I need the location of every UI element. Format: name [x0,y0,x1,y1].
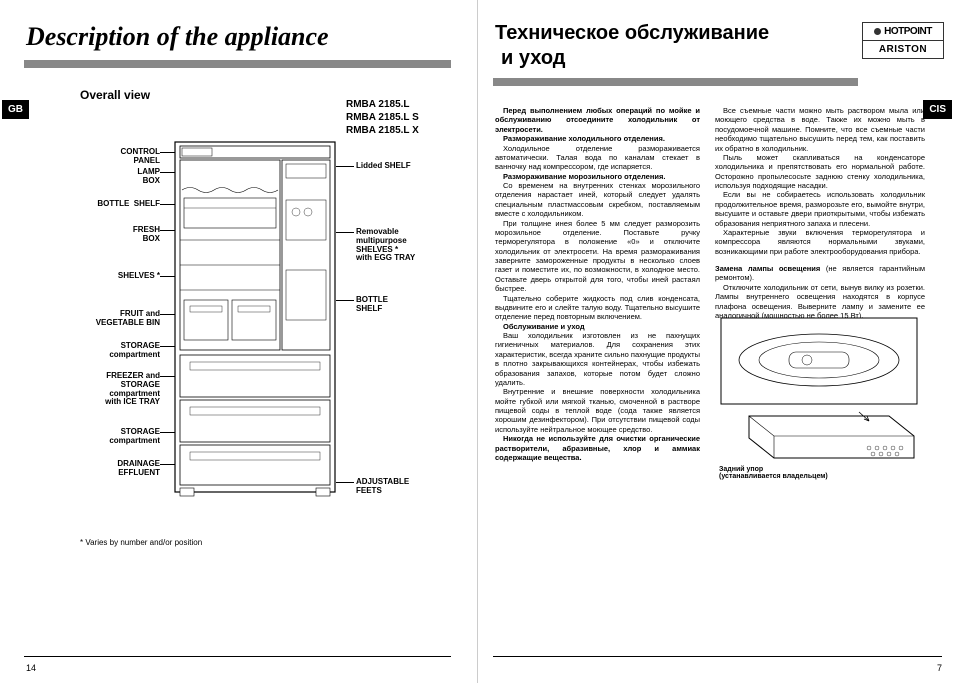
c1-h2: Размораживание морозильного отделения. [495,172,700,181]
page-number-left: 14 [26,663,36,673]
model-2: RMBA 2185.L S [346,111,419,124]
diagram-label-left: STORAGE compartment [60,342,160,360]
brand-hotpoint: HOTPOINT [862,22,944,41]
brand-ariston: ARISTON [862,41,944,59]
c2-p3: Если вы не собираетесь использовать холо… [715,190,925,228]
diagram-footnote: * Varies by number and/or position [80,538,202,547]
diagram-label-left: FRESH BOX [60,226,160,244]
text-column-1: Перед выполнением любых операций по мойк… [495,106,700,462]
title-underline-right [493,78,858,86]
lang-tab-gb: GB [2,100,29,119]
diagram-label-right: ADJUSTABLE FEETS [356,478,446,496]
model-list: RMBA 2185.L RMBA 2185.L S RMBA 2185.L X [346,98,419,137]
appliance-diagram: CONTROL PANEL LAMP BOX BOTTLE SHELF FRESH B… [60,140,440,520]
diagram-label-left: DRAINAGE EFFLUENT [60,460,160,478]
c2-h1: Замена лампы освещения [715,264,820,273]
diagram-label-right: Lidded SHELF [356,162,446,171]
c1-p7: Внутренние и внешние поверхности холодил… [495,387,700,434]
c1-warning: Перед выполнением любых операций по мойк… [495,106,700,134]
page-title-left: Description of the appliance [26,22,475,52]
lamp-diagram: Задний упор (устанавливается владельцем) [719,316,919,496]
title-underline [24,60,451,68]
diagram-label-right: Removable multipurpose SHELVES * with EG… [356,228,446,263]
model-3: RMBA 2185.L X [346,124,419,137]
c1-p2: Холодильное отделение размораживается ав… [495,144,700,172]
diagram-label-left: FREEZER and STORAGE compartment with ICE… [60,372,160,407]
fridge-illustration [170,140,340,500]
c1-p4: При толщине инея более 5 мм следует разм… [495,219,700,294]
footer-rule [24,656,451,657]
lamp-illustration [719,316,919,461]
diagram-label-left: SHELVES * [60,272,160,281]
lamp-caption: Задний упор (устанавливается владельцем) [719,466,828,480]
c1-h3: Обслуживание и уход [495,322,700,331]
c1-p6: Ваш холодильник изготовлен из не пахнущи… [495,331,700,387]
c1-p3: Со временем на внутренних стенках морози… [495,181,700,219]
brand-logo: HOTPOINT ARISTON [862,22,944,59]
diagram-label-left: BOTTLE SHELF [60,200,160,209]
c2-p5: Отключите холодильник от сети, вынув вил… [715,283,925,321]
page-divider [477,0,478,683]
diagram-label-right: BOTTLE SHELF [356,296,446,314]
lang-tab-cis: CIS [923,100,952,119]
c2-p1: Все съемные части можно мыть раствором м… [715,106,925,153]
diagram-label-left: LAMP BOX [60,168,160,186]
c2-h1-line: Замена лампы освещения (не является гара… [715,264,925,283]
c1-h1: Размораживание холодильного отделения. [495,134,700,143]
footer-rule-right [493,656,942,657]
diagram-label-left: STORAGE compartment [60,428,160,446]
page-left: GB Description of the appliance Overall … [0,0,475,683]
diagram-label-left: CONTROL PANEL [60,148,160,166]
page-right: CIS HOTPOINT ARISTON Техническое обслужи… [479,0,954,683]
diagram-label-left: FRUIT and VEGETABLE BIN [60,310,160,328]
model-1: RMBA 2185.L [346,98,419,111]
c1-p5: Тщательно соберите жидкость под слив кон… [495,294,700,322]
brand-dot-icon [874,28,881,35]
text-column-2: Все съемные части можно мыть раствором м… [715,106,925,320]
c1-h4: Никогда не используйте для очистки орган… [495,434,700,462]
c2-p4: Характерные звуки включения терморегулят… [715,228,925,256]
page-number-right: 7 [937,663,942,673]
c2-p2: Пыль может скапливаться на конденсаторе … [715,153,925,191]
